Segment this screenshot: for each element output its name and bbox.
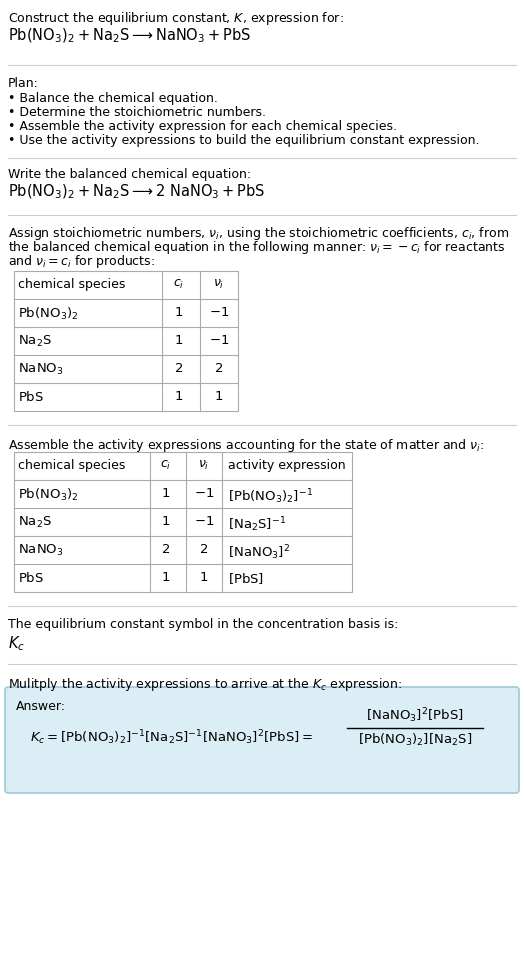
Text: Plan:: Plan:	[8, 77, 39, 90]
Text: $-1$: $-1$	[209, 306, 229, 319]
Text: • Assemble the activity expression for each chemical species.: • Assemble the activity expression for e…	[8, 120, 397, 133]
Text: $-1$: $-1$	[209, 334, 229, 347]
Text: and $\nu_i = c_i$ for products:: and $\nu_i = c_i$ for products:	[8, 253, 155, 270]
Text: $[\mathrm{Pb(NO_3)_2}][\mathrm{Na_2S}]$: $[\mathrm{Pb(NO_3)_2}][\mathrm{Na_2S}]$	[358, 732, 472, 748]
Text: 1: 1	[174, 334, 183, 347]
Text: 1: 1	[162, 571, 170, 584]
Text: $\mathrm{NaNO_3}$: $\mathrm{NaNO_3}$	[18, 362, 63, 377]
Text: $\mathrm{NaNO_3}$: $\mathrm{NaNO_3}$	[18, 543, 63, 558]
Text: $c_i$: $c_i$	[160, 459, 172, 472]
Text: Mulitply the activity expressions to arrive at the $K_c$ expression:: Mulitply the activity expressions to arr…	[8, 676, 402, 693]
Text: 2: 2	[200, 543, 208, 556]
Text: $\mathrm{Pb(NO_3)_2 + Na_2S \longrightarrow 2\ NaNO_3 + PbS}$: $\mathrm{Pb(NO_3)_2 + Na_2S \longrightar…	[8, 183, 265, 201]
Text: 1: 1	[174, 306, 183, 319]
Text: Write the balanced chemical equation:: Write the balanced chemical equation:	[8, 168, 251, 181]
Text: 1: 1	[162, 487, 170, 500]
Text: $\mathrm{Na_2S}$: $\mathrm{Na_2S}$	[18, 515, 52, 530]
FancyBboxPatch shape	[5, 687, 519, 793]
Text: $[\mathrm{Na_2S}]^{-1}$: $[\mathrm{Na_2S}]^{-1}$	[228, 515, 286, 534]
Text: the balanced chemical equation in the following manner: $\nu_i = -c_i$ for react: the balanced chemical equation in the fo…	[8, 239, 506, 256]
Text: Answer:: Answer:	[16, 700, 66, 713]
Text: $\nu_i$: $\nu_i$	[213, 278, 225, 291]
Text: 1: 1	[215, 390, 223, 403]
Text: $\mathrm{Pb(NO_3)_2 + Na_2S \longrightarrow NaNO_3 + PbS}$: $\mathrm{Pb(NO_3)_2 + Na_2S \longrightar…	[8, 27, 251, 45]
Text: $[\mathrm{PbS}]$: $[\mathrm{PbS}]$	[228, 571, 264, 586]
Text: • Balance the chemical equation.: • Balance the chemical equation.	[8, 92, 218, 105]
Text: Construct the equilibrium constant, $K$, expression for:: Construct the equilibrium constant, $K$,…	[8, 10, 344, 27]
Bar	[14, 271, 238, 411]
Text: $\mathrm{PbS}$: $\mathrm{PbS}$	[18, 571, 44, 585]
Text: 1: 1	[162, 515, 170, 528]
Text: 2: 2	[174, 362, 183, 375]
Text: $[\mathrm{NaNO_3}]^{2}[\mathrm{PbS}]$: $[\mathrm{NaNO_3}]^{2}[\mathrm{PbS}]$	[366, 706, 464, 725]
Text: $\mathrm{PbS}$: $\mathrm{PbS}$	[18, 390, 44, 404]
Text: $\mathrm{Pb(NO_3)_2}$: $\mathrm{Pb(NO_3)_2}$	[18, 487, 79, 503]
Text: $\mathrm{Pb(NO_3)_2}$: $\mathrm{Pb(NO_3)_2}$	[18, 306, 79, 323]
Text: activity expression: activity expression	[228, 459, 346, 472]
Text: $[\mathrm{NaNO_3}]^{2}$: $[\mathrm{NaNO_3}]^{2}$	[228, 543, 290, 562]
Text: Assign stoichiometric numbers, $\nu_i$, using the stoichiometric coefficients, $: Assign stoichiometric numbers, $\nu_i$, …	[8, 225, 509, 242]
Text: 2: 2	[215, 362, 223, 375]
Text: $K_c = [\mathrm{Pb(NO_3)_2}]^{-1}[\mathrm{Na_2S}]^{-1}[\mathrm{NaNO_3}]^{2}[\mat: $K_c = [\mathrm{Pb(NO_3)_2}]^{-1}[\mathr…	[30, 728, 313, 746]
Text: chemical species: chemical species	[18, 278, 125, 291]
Text: $-1$: $-1$	[194, 515, 214, 528]
Text: The equilibrium constant symbol in the concentration basis is:: The equilibrium constant symbol in the c…	[8, 618, 398, 631]
Bar	[14, 452, 352, 592]
Text: $-1$: $-1$	[194, 487, 214, 500]
Text: 2: 2	[162, 543, 170, 556]
Text: Assemble the activity expressions accounting for the state of matter and $\nu_i$: Assemble the activity expressions accoun…	[8, 437, 484, 454]
Text: 1: 1	[174, 390, 183, 403]
Text: $c_i$: $c_i$	[173, 278, 184, 291]
Text: $\mathrm{Na_2S}$: $\mathrm{Na_2S}$	[18, 334, 52, 349]
Text: $[\mathrm{Pb(NO_3)_2}]^{-1}$: $[\mathrm{Pb(NO_3)_2}]^{-1}$	[228, 487, 313, 505]
Text: • Use the activity expressions to build the equilibrium constant expression.: • Use the activity expressions to build …	[8, 134, 479, 147]
Text: chemical species: chemical species	[18, 459, 125, 472]
Text: • Determine the stoichiometric numbers.: • Determine the stoichiometric numbers.	[8, 106, 266, 119]
Text: 1: 1	[200, 571, 208, 584]
Text: $K_c$: $K_c$	[8, 634, 25, 653]
Text: $\nu_i$: $\nu_i$	[198, 459, 210, 472]
